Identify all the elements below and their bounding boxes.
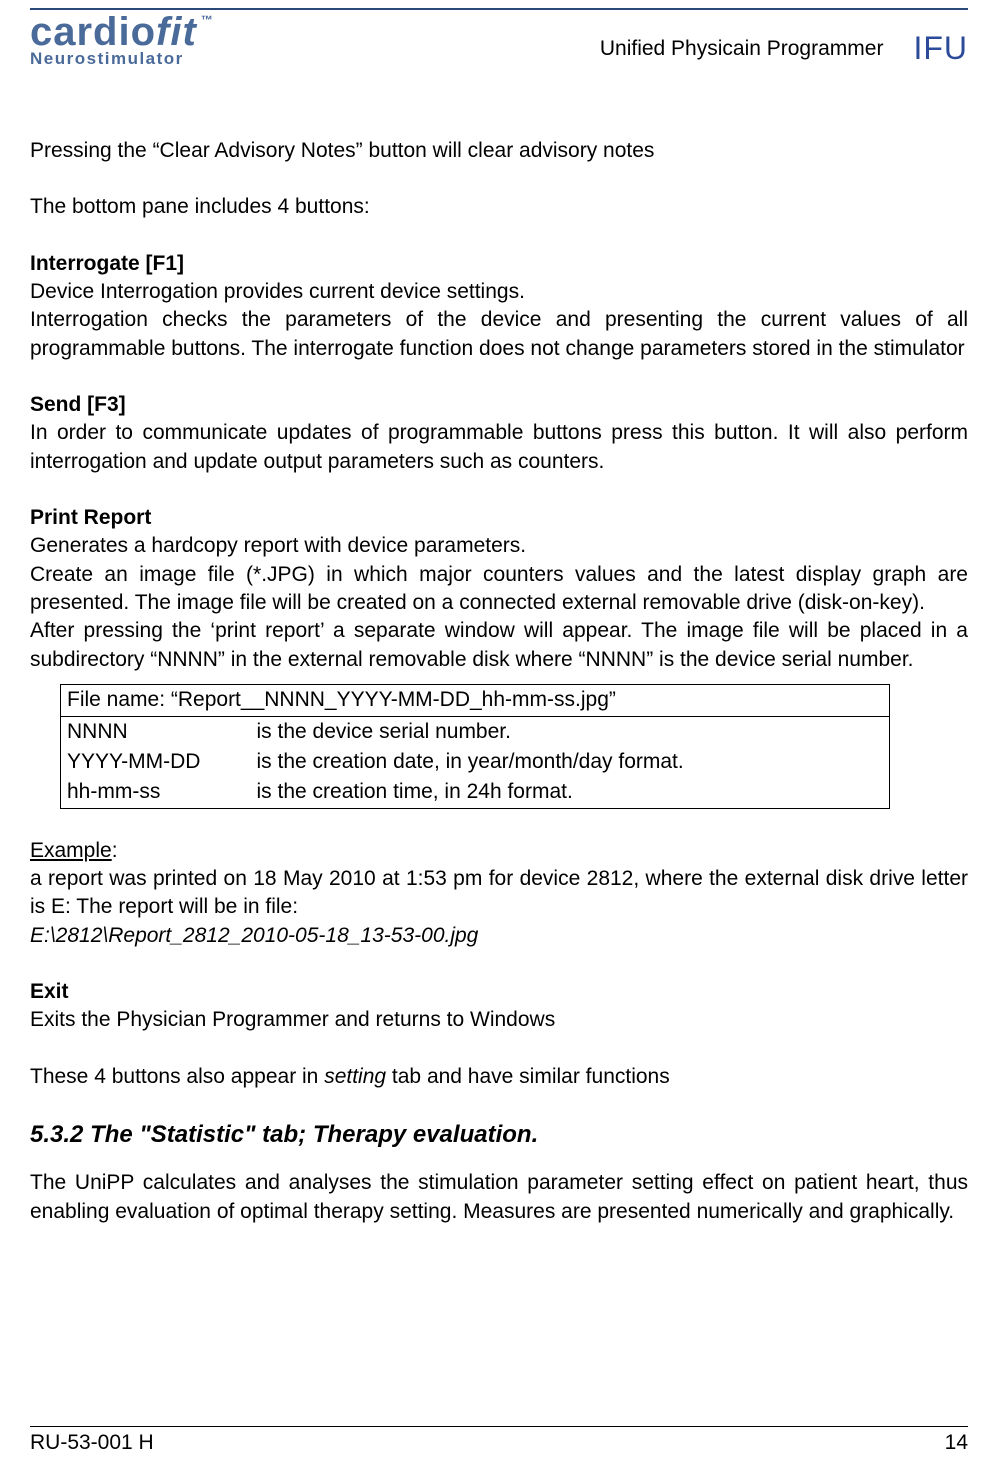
document-body: Pressing the “Clear Advisory Notes” butt… <box>30 137 968 1226</box>
text-span-italic: setting <box>324 1065 386 1088</box>
footer-doc-id: RU-53-001 H <box>30 1431 154 1455</box>
ifu-label: IFU <box>913 30 968 67</box>
table-cell: is the device serial number. <box>251 716 890 747</box>
paragraph: After pressing the ‘print report’ a sepa… <box>30 617 968 674</box>
paragraph: In order to communicate updates of progr… <box>30 419 968 476</box>
heading-interrogate: Interrogate [F1] <box>30 250 968 278</box>
page-footer: RU-53-001 H 14 <box>30 1426 968 1455</box>
header-title: Unified Physicain Programmer <box>600 37 884 61</box>
heading-send: Send [F3] <box>30 391 968 419</box>
logo-text-cardio: cardio <box>30 12 156 52</box>
section-example: Example: a report was printed on 18 May … <box>30 837 968 950</box>
text-span: tab and have similar functions <box>386 1065 670 1088</box>
paragraph: Device Interrogation provides current de… <box>30 278 968 306</box>
text-span: These 4 buttons also appear in <box>30 1065 324 1088</box>
heading-print-report: Print Report <box>30 504 968 532</box>
example-label-line: Example: <box>30 837 968 865</box>
table-cell: is the creation time, in 24h format. <box>251 777 890 808</box>
paragraph: Interrogation checks the parameters of t… <box>30 306 968 363</box>
paragraph: Exits the Physician Programmer and retur… <box>30 1006 968 1034</box>
table-header: File name: “Report__NNNN_YYYY-MM-DD_hh-m… <box>61 685 890 716</box>
heading-5-3-2: 5.3.2 The "Statistic" tab; Therapy evalu… <box>30 1119 968 1151</box>
footer-page-number: 14 <box>945 1431 968 1455</box>
paragraph: The bottom pane includes 4 buttons: <box>30 193 968 221</box>
example-colon: : <box>112 839 118 862</box>
paragraph: The UniPP calculates and analyses the st… <box>30 1169 968 1226</box>
paragraph: Generates a hardcopy report with device … <box>30 532 968 560</box>
paragraph: Pressing the “Clear Advisory Notes” butt… <box>30 137 968 165</box>
section-print-report: Print Report Generates a hardcopy report… <box>30 504 968 674</box>
heading-exit: Exit <box>30 978 968 1006</box>
logo-subtitle: Neurostimulator <box>30 50 214 67</box>
table-cell: hh-mm-ss <box>61 777 251 808</box>
table-cell: YYYY-MM-DD <box>61 747 251 777</box>
table-cell: is the creation date, in year/month/day … <box>251 747 890 777</box>
table-cell: NNNN <box>61 716 251 747</box>
header-right: Unified Physicain Programmer IFU <box>600 12 968 67</box>
section-interrogate: Interrogate [F1] Device Interrogation pr… <box>30 250 968 363</box>
paragraph: a report was printed on 18 May 2010 at 1… <box>30 865 968 922</box>
logo-trademark: ™ <box>201 14 214 26</box>
example-label: Example <box>30 839 112 862</box>
example-path: E:\2812\Report_2812_2010-05-18_13-53-00.… <box>30 922 968 950</box>
filename-table: File name: “Report__NNNN_YYYY-MM-DD_hh-m… <box>60 684 890 808</box>
section-send: Send [F3] In order to communicate update… <box>30 391 968 476</box>
paragraph: These 4 buttons also appear in setting t… <box>30 1063 968 1091</box>
section-exit: Exit Exits the Physician Programmer and … <box>30 978 968 1035</box>
paragraph: Create an image file (*.JPG) in which ma… <box>30 561 968 618</box>
page-header: cardiofit ™ Neurostimulator Unified Physi… <box>30 8 968 67</box>
logo: cardiofit ™ Neurostimulator <box>30 12 214 67</box>
logo-text-fit: fit <box>156 12 197 52</box>
